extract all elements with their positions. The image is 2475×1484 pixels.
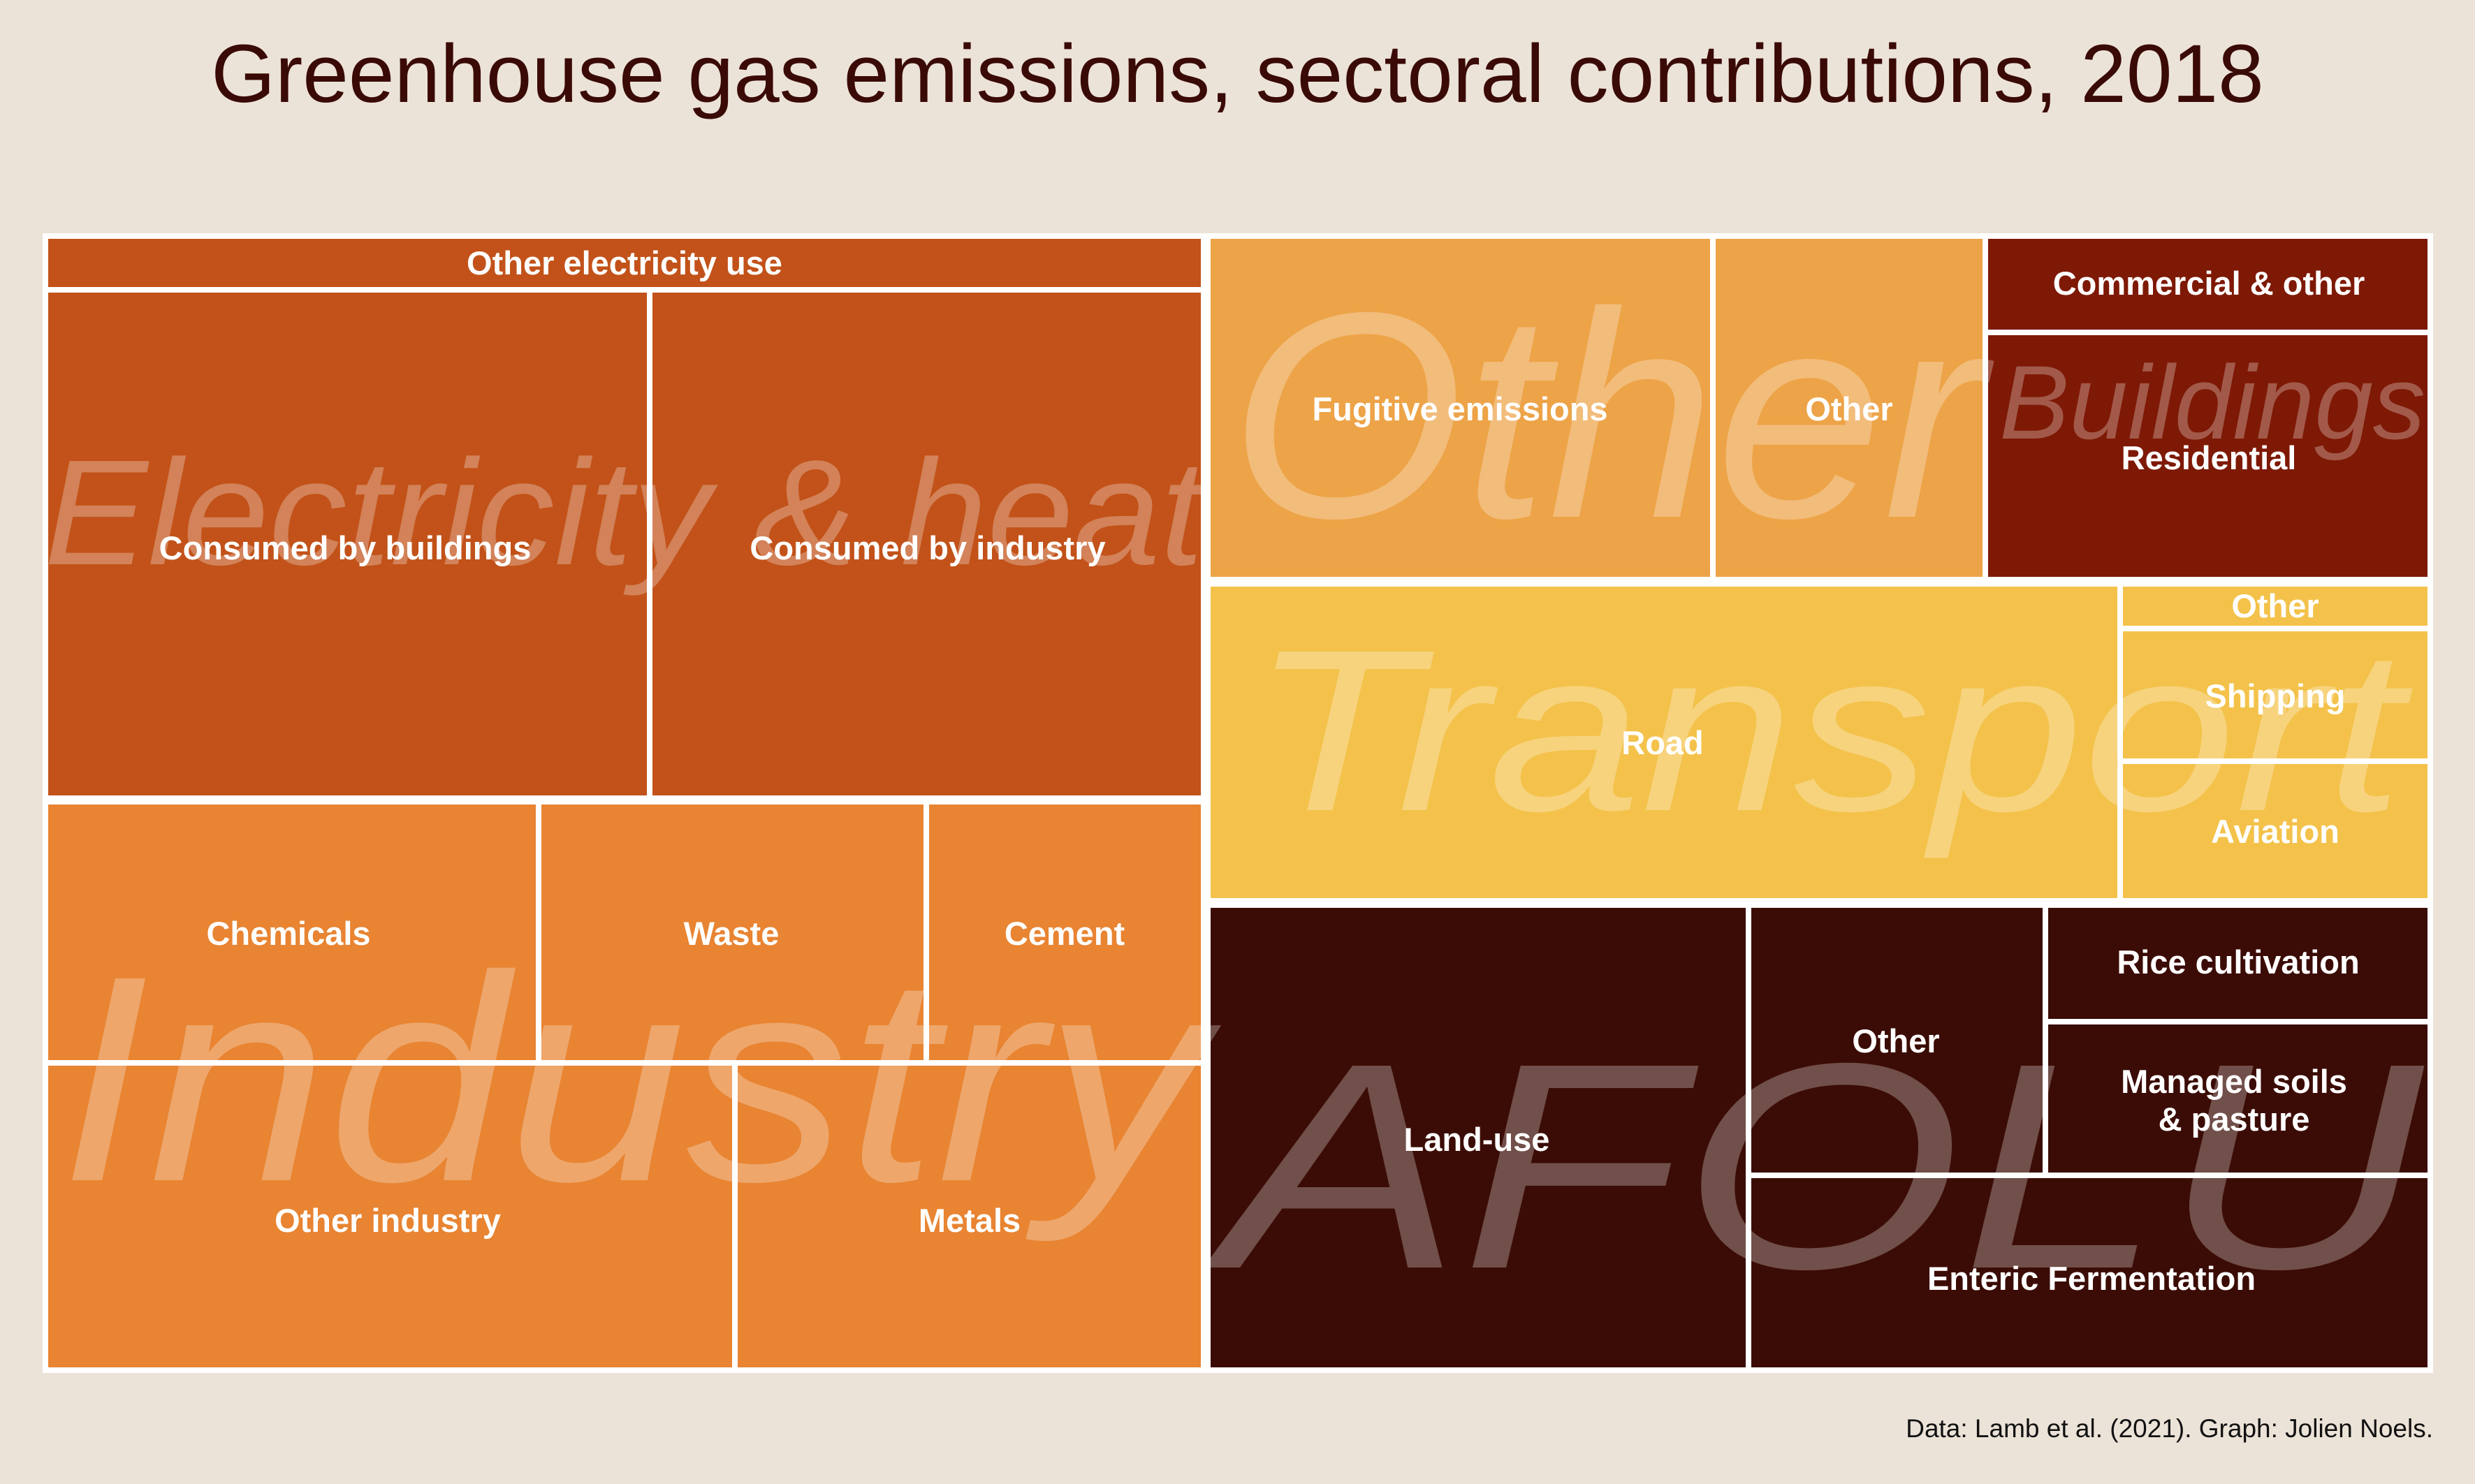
cell-label-industry-chemicals: Chemicals: [206, 915, 370, 952]
cell-label-transport-other: Other: [2231, 587, 2319, 624]
cell-industry-other-industry: [43, 1060, 738, 1373]
cell-transport-aviation: [2117, 758, 2433, 904]
cell-industry-metals: [732, 1060, 1206, 1373]
cell-transport-other: [2117, 581, 2433, 631]
cell-label-other-fugitive-emissions: Fugitive emissions: [1312, 390, 1607, 427]
cell-label-transport-road: Road: [1621, 724, 1704, 761]
sector-label-industry: Industry: [59, 916, 1225, 1244]
cell-label-industry-metals: Metals: [919, 1202, 1021, 1239]
cell-label-transport-shipping: Shipping: [2205, 677, 2345, 714]
cell-afolu-other: [1746, 902, 2048, 1178]
cell-label-electricity-and-heat-other-electricity-use: Other electricity use: [467, 244, 782, 281]
cell-other-other: [1710, 233, 1988, 582]
treemap-cells: [43, 233, 2433, 1373]
cell-afolu-rice-cultivation: [2043, 902, 2433, 1024]
cell-afolu-managed-soils-and-pasture: [2043, 1019, 2433, 1178]
cell-afolu-enteric-fermentation: [1746, 1173, 2433, 1373]
cell-label-electricity-and-heat-consumed-by-industry: Consumed by industry: [750, 529, 1105, 566]
cell-label-afolu-rice-cultivation: Rice cultivation: [2117, 943, 2359, 980]
sector-labels: Electricity & heat Industry Other Buildings…: [44, 252, 2427, 1330]
cell-label-industry-waste: Waste: [684, 915, 780, 952]
cell-label-industry-other-industry: Other industry: [275, 1202, 501, 1239]
sector-label-electricity-and-heat: Electricity & heat: [44, 428, 1210, 596]
sector-label-afolu: AFOLU: [1199, 1003, 2427, 1330]
cell-label-electricity-and-heat-consumed-by-buildings: Consumed by buildings: [159, 529, 532, 566]
sector-label-buildings: Buildings: [1999, 344, 2425, 461]
cell-label-buildings-commercial-and-other: Commercial & other: [2053, 265, 2365, 302]
cell-label-afolu-enteric-fermentation: Enteric Fermentation: [1927, 1260, 2256, 1297]
cell-label-afolu-other: Other: [1852, 1022, 1939, 1059]
chart-title: Greenhouse gas emissions, sectoral contr…: [211, 28, 2264, 120]
cell-label-industry-cement: Cement: [1005, 915, 1125, 952]
cell-buildings-residential: [1983, 330, 2433, 582]
cell-labels: Other electricity use Consumed by buildin…: [159, 244, 2365, 1297]
source-caption: Data: Lamb et al. (2021). Graph: Jolien …: [1906, 1414, 2433, 1443]
cell-electricity-and-heat-other-electricity-use: [43, 233, 1206, 293]
cell-electricity-and-heat-consumed-by-buildings: [43, 287, 652, 801]
cell-label-afolu-managed-soils-and-pasture: Managed soils & pasture: [2121, 1063, 2347, 1138]
cell-label-afolu-land-use: Land-use: [1404, 1121, 1550, 1158]
cell-afolu-land-use: [1205, 902, 1751, 1373]
cell-label-other-other: Other: [1805, 390, 1892, 427]
cell-label-transport-aviation: Aviation: [2211, 813, 2339, 850]
sector-label-other: Other: [1229, 252, 1996, 580]
cell-transport-road: [1205, 581, 2123, 904]
cell-label-buildings-residential: Residential: [2122, 439, 2297, 476]
cell-transport-shipping: [2117, 626, 2433, 764]
sector-label-transport: Transport: [1250, 601, 2413, 860]
cell-other-fugitive-emissions: [1205, 233, 1716, 582]
cell-electricity-and-heat-consumed-by-industry: [647, 287, 1206, 801]
